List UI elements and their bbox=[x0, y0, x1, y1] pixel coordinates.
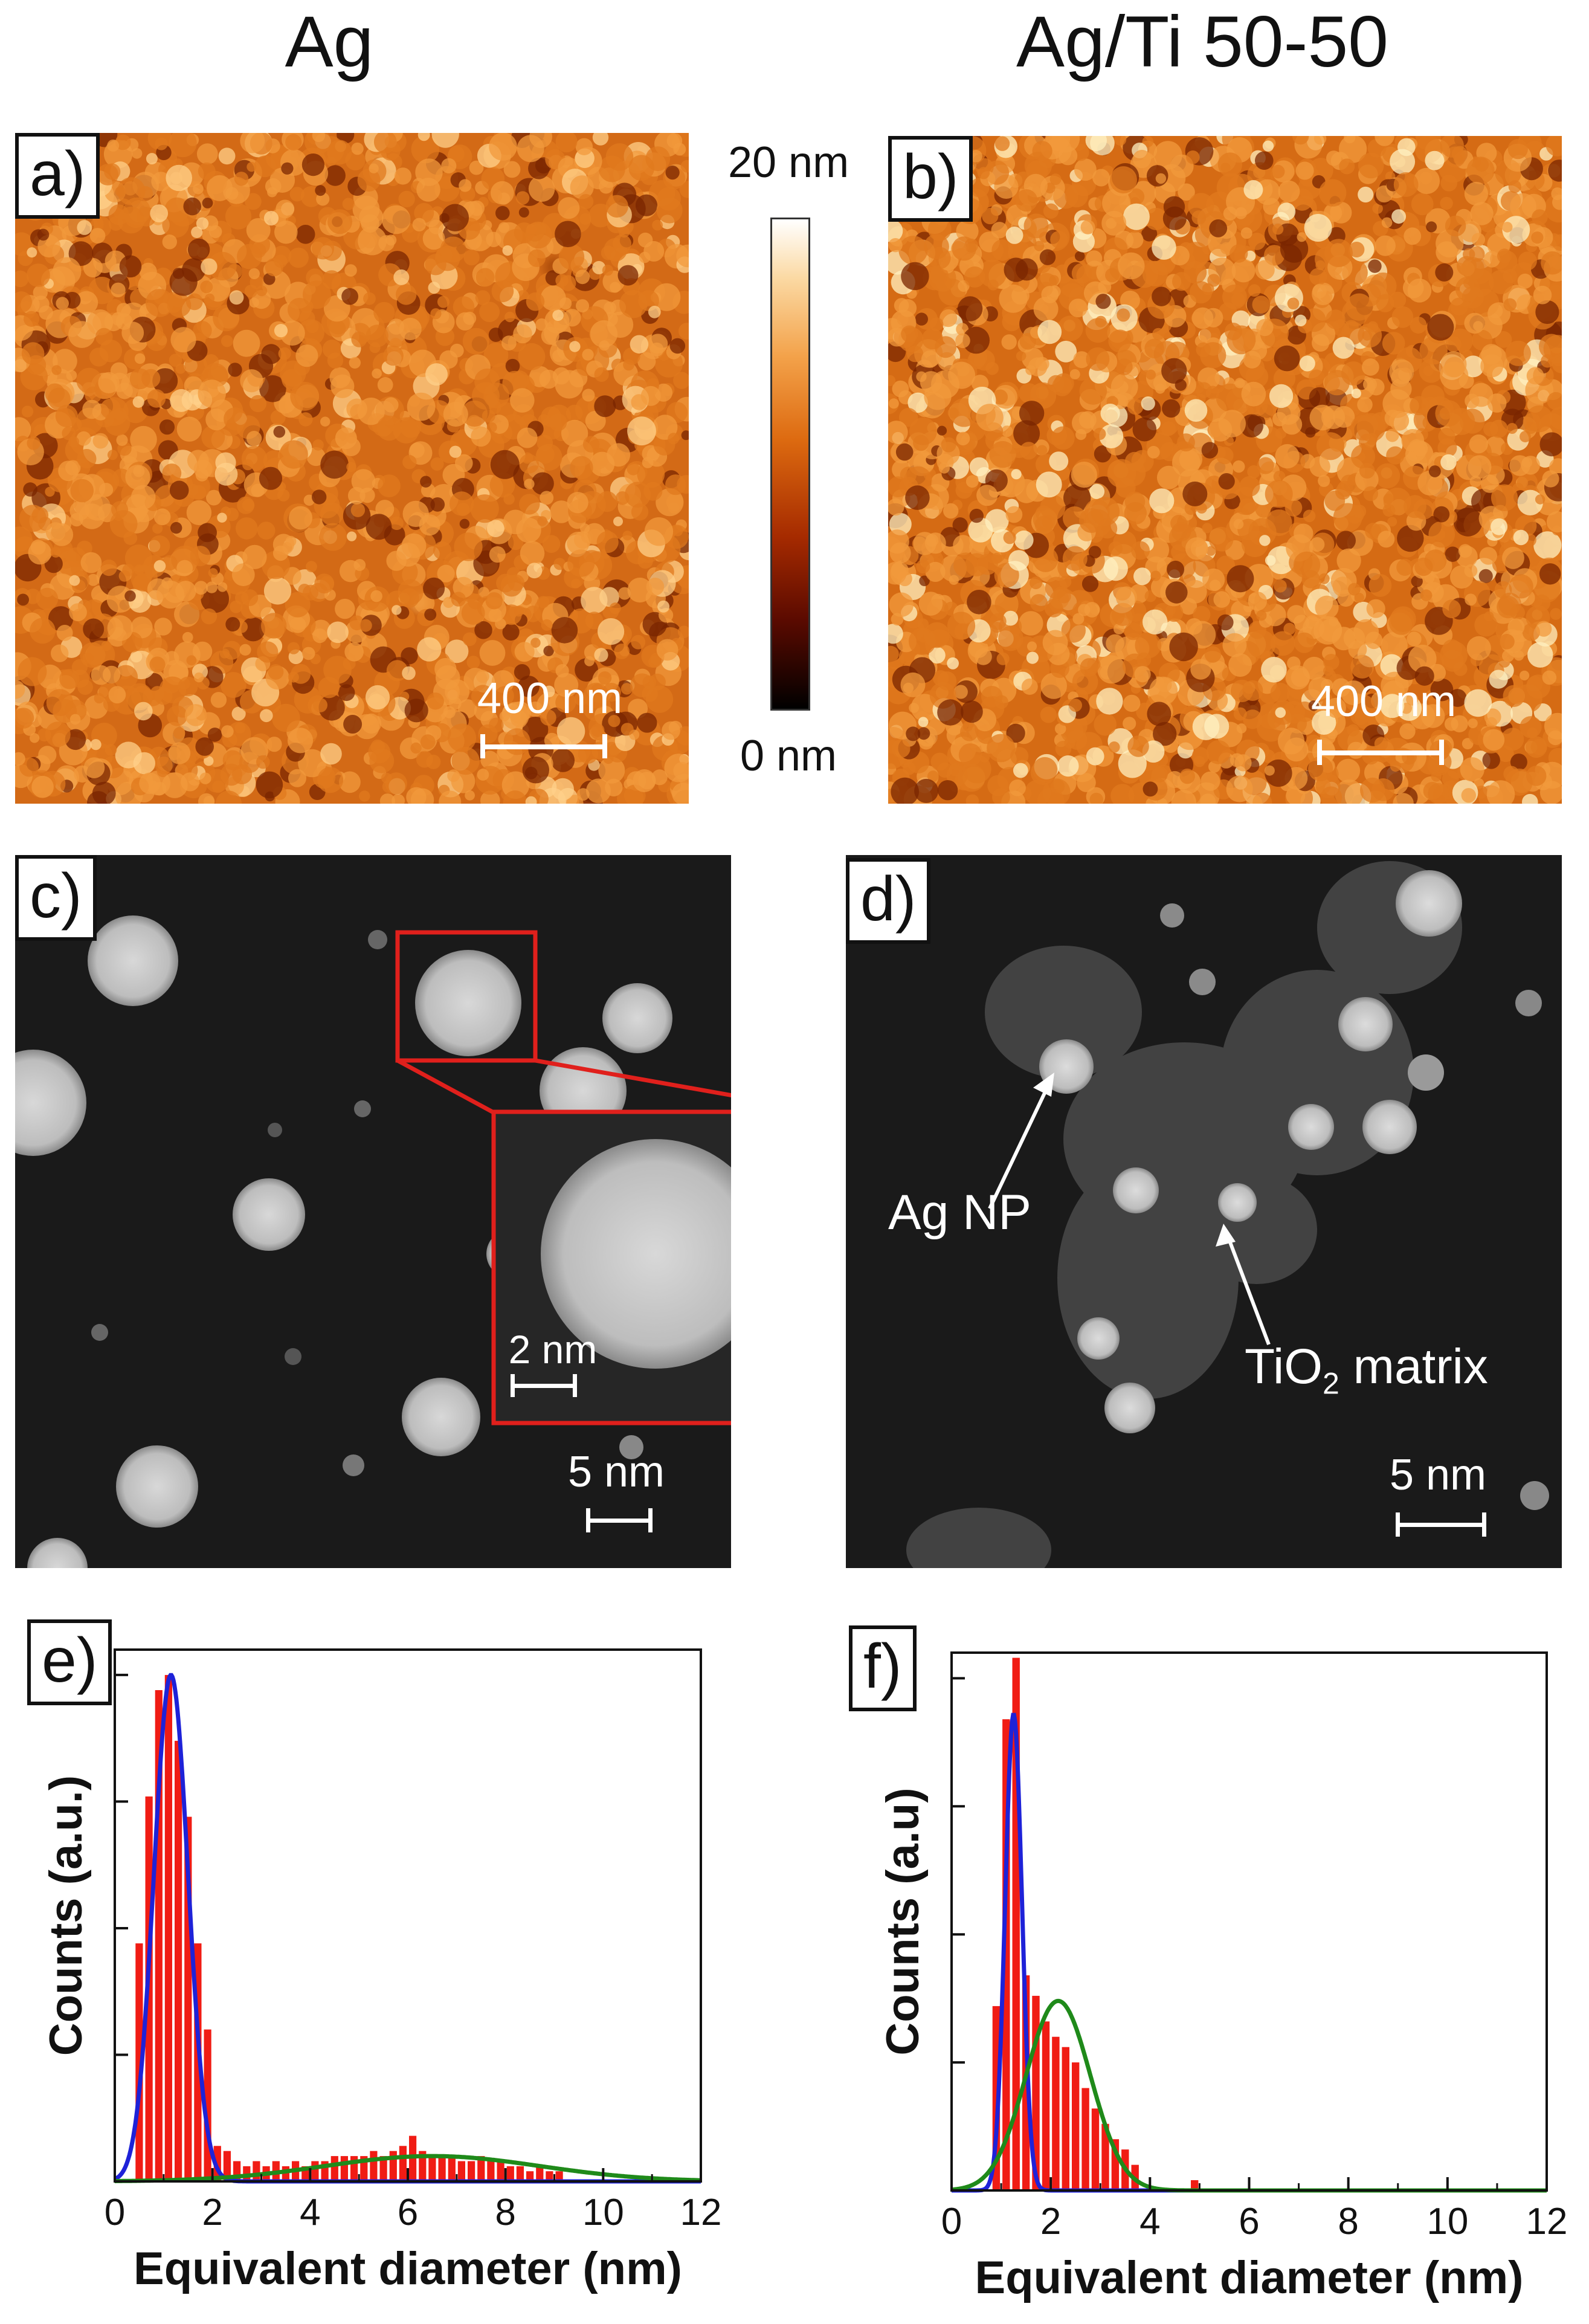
panel-label-e: e) bbox=[27, 1619, 112, 1705]
scalebar-c bbox=[586, 1519, 653, 1523]
inset-scalebar-cap-left bbox=[511, 1374, 515, 1397]
scalebar-d-cap-right bbox=[1482, 1512, 1486, 1537]
histogram-bar bbox=[330, 2156, 338, 2181]
afm-image-agti bbox=[888, 136, 1562, 804]
x-tick-label: 4 bbox=[300, 2192, 320, 2233]
inset-scalebar bbox=[511, 1384, 577, 1388]
histogram-bar bbox=[457, 2161, 465, 2181]
colorbar bbox=[770, 218, 810, 711]
afm-texture bbox=[15, 133, 689, 804]
scalebar-label-c: 5 nm bbox=[567, 1448, 665, 1496]
y-axis-title: Counts (a.u) bbox=[877, 1787, 929, 2055]
x-tick-label: 2 bbox=[202, 2192, 222, 2233]
histogram-bar bbox=[448, 2156, 456, 2181]
scalebar-b-cap-right bbox=[1439, 740, 1444, 765]
histogram-bar bbox=[379, 2156, 387, 2181]
histogram-bar bbox=[477, 2156, 485, 2181]
tem-nanoparticles bbox=[15, 915, 731, 1568]
panel-label-c: c) bbox=[15, 855, 97, 941]
scalebar-c-cap-right bbox=[648, 1508, 653, 1532]
x-tick-label: 10 bbox=[1426, 2201, 1468, 2242]
scalebar-a bbox=[480, 744, 607, 749]
scalebar-b bbox=[1317, 750, 1444, 755]
x-tick-label: 10 bbox=[582, 2192, 624, 2233]
scalebar-label-d: 5 nm bbox=[1389, 1451, 1487, 1499]
histogram-bar bbox=[399, 2146, 407, 2181]
histogram-bar bbox=[164, 1674, 172, 2181]
histogram-bar bbox=[1081, 2088, 1089, 2190]
x-tick-label: 0 bbox=[105, 2192, 125, 2233]
annotation-ag-np: Ag NP bbox=[888, 1185, 1031, 1240]
histogram-e: 0 2 4 6 8 10 12 Equivalent diameter (nm) Counts … bbox=[40, 1648, 722, 2294]
histogram-bar bbox=[340, 2156, 348, 2181]
histogram-bar bbox=[419, 2151, 427, 2181]
histogram-bar bbox=[516, 2166, 524, 2181]
scalebar-b-cap-left bbox=[1317, 740, 1322, 765]
fit-curve bbox=[952, 1712, 1547, 2193]
scalebar-d-cap-left bbox=[1396, 1512, 1400, 1537]
x-tick-label: 8 bbox=[495, 2192, 515, 2233]
histogram-bar bbox=[546, 2171, 553, 2181]
histogram-bar bbox=[1062, 2047, 1069, 2190]
histogram-bar bbox=[555, 2171, 563, 2181]
histogram-bar bbox=[223, 2151, 231, 2181]
panel-label-d: d) bbox=[846, 858, 931, 944]
tem-image-ag bbox=[15, 855, 731, 1568]
colorbar-max-label: 20 nm bbox=[727, 138, 849, 187]
histogram-bar bbox=[1091, 2108, 1100, 2190]
histogram-bar bbox=[438, 2156, 446, 2181]
x-tick-label: 8 bbox=[1338, 2201, 1358, 2242]
histogram-bar bbox=[526, 2171, 534, 2181]
histogram-bar bbox=[1072, 2062, 1080, 2190]
scalebar-a-cap-right bbox=[602, 734, 607, 758]
scalebar-label-b: 400 nm bbox=[1310, 677, 1457, 726]
x-tick-label: 0 bbox=[941, 2201, 962, 2242]
panel-label-a: a) bbox=[15, 133, 100, 219]
x-axis-title: Equivalent diameter (nm) bbox=[134, 2243, 682, 2294]
column-title-agti: Ag/Ti 50-50 bbox=[1016, 1, 1388, 82]
fit-curve bbox=[951, 1998, 1547, 2193]
x-tick-label: 2 bbox=[1040, 2201, 1061, 2242]
histogram-bar bbox=[506, 2166, 514, 2181]
panel-label-f: f) bbox=[849, 1625, 917, 1711]
inset-scalebar-label: 2 nm bbox=[508, 1327, 598, 1372]
column-title-ag: Ag bbox=[285, 1, 374, 82]
histogram-bar bbox=[468, 2161, 475, 2181]
histogram-bar bbox=[253, 2161, 260, 2181]
histogram-bar bbox=[370, 2151, 378, 2181]
histogram-bar bbox=[497, 2161, 504, 2181]
fit-curve bbox=[114, 1673, 701, 2184]
panel-label-b: b) bbox=[888, 136, 973, 222]
x-tick-label: 4 bbox=[1139, 2201, 1160, 2242]
annotation-tio2-matrix: TiO2 matrix bbox=[1245, 1339, 1488, 1401]
colorbar-min-label: 0 nm bbox=[740, 732, 837, 780]
x-tick-label: 6 bbox=[1239, 2201, 1259, 2242]
x-tick-label: 6 bbox=[398, 2192, 418, 2233]
afm-image-ag bbox=[15, 133, 689, 804]
histogram-bar bbox=[1042, 2021, 1050, 2190]
inset-scalebar-cap-right bbox=[573, 1374, 577, 1397]
histogram-bar bbox=[536, 2166, 544, 2181]
y-axis-title: Counts (a.u.) bbox=[40, 1775, 92, 2056]
histogram-bar bbox=[175, 1740, 182, 2181]
histogram-bar bbox=[1052, 2036, 1060, 2190]
plot-frame bbox=[950, 1651, 1548, 2192]
histogram-bar bbox=[1191, 2180, 1199, 2190]
scalebar-c-cap-left bbox=[586, 1508, 590, 1532]
histogram-bar bbox=[428, 2156, 436, 2181]
x-axis-title: Equivalent diameter (nm) bbox=[975, 2252, 1524, 2303]
tem-image-agti bbox=[846, 855, 1562, 1568]
tem-nanoparticles-matrix bbox=[906, 861, 1549, 1568]
afm-texture bbox=[888, 136, 1562, 804]
x-tick-label: 12 bbox=[680, 2192, 722, 2233]
x-tick-label: 12 bbox=[1526, 2201, 1568, 2242]
histogram-bar bbox=[311, 2161, 319, 2181]
scalebar-d bbox=[1396, 1523, 1486, 1527]
histogram-bar bbox=[1101, 2123, 1109, 2190]
histogram-bar bbox=[487, 2161, 495, 2181]
scalebar-a-cap-left bbox=[480, 734, 485, 758]
scalebar-label-a: 400 nm bbox=[477, 674, 623, 723]
